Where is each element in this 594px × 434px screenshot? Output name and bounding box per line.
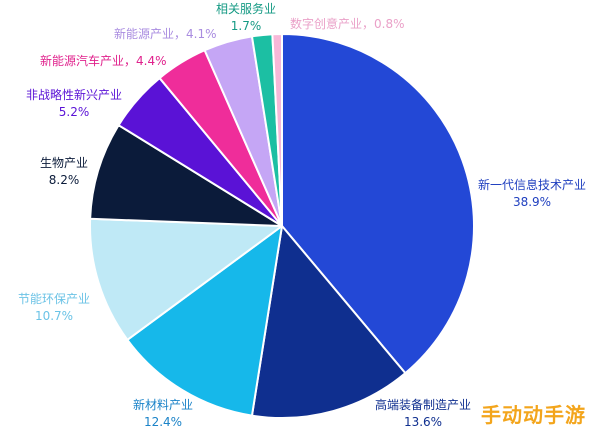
label-non-strategic-value: 5.2% — [58, 105, 90, 119]
label-energy-saving: 节能环保产业 10.7% — [18, 291, 90, 325]
label-digital-creative-name: 数字创意产业 — [290, 17, 363, 31]
label-non-strategic-name: 非战略性新兴产业 — [26, 88, 123, 102]
label-services-name: 相关服务业 — [216, 2, 277, 16]
label-nev-value: 4.4% — [136, 54, 167, 68]
label-info-tech-name: 新一代信息技术产业 — [478, 178, 587, 192]
label-services: 相关服务业 1.7% — [216, 1, 276, 35]
label-info-tech: 新一代信息技术产业 38.9% — [478, 177, 586, 211]
label-equipment-name: 高端装备制造产业 — [375, 398, 472, 412]
pie-slice-equipment — [250, 225, 407, 419]
label-biotech: 生物产业 8.2% — [40, 155, 88, 189]
label-energy-saving-name: 节能环保产业 — [18, 292, 91, 306]
label-digital-creative-value: 0.8% — [374, 17, 405, 31]
label-new-materials-value: 12.4% — [143, 415, 183, 429]
pie-slice-info-tech — [281, 33, 475, 375]
label-nev-sep: ， — [124, 54, 137, 68]
watermark-text: 手动动手游 — [481, 403, 586, 427]
label-non-strategic: 非战略性新兴产业 5.2% — [26, 87, 122, 121]
label-energy-saving-value: 10.7% — [34, 309, 74, 323]
label-new-materials-name: 新材料产业 — [133, 398, 194, 412]
label-new-materials: 新材料产业 12.4% — [133, 397, 193, 431]
label-equipment-value: 13.6% — [403, 415, 443, 429]
pie-slice-digital-creative — [271, 32, 283, 227]
label-biotech-value: 8.2% — [48, 173, 80, 187]
label-info-tech-value: 38.9% — [512, 195, 552, 209]
label-digital-creative-sep: ， — [362, 17, 375, 31]
pie-slice-biotech — [89, 124, 283, 227]
label-nev-name: 新能源汽车产业 — [40, 54, 125, 68]
label-new-energy-name: 新能源产业 — [114, 27, 175, 41]
label-digital-creative: 数字创意产业，0.8% — [290, 16, 405, 33]
label-services-value: 1.7% — [230, 19, 262, 33]
label-equipment: 高端装备制造产业 13.6% — [375, 397, 471, 431]
label-new-energy-value: 4.1% — [186, 27, 217, 41]
pie-slice-energy-saving — [89, 217, 283, 341]
label-biotech-name: 生物产业 — [40, 156, 89, 170]
label-new-energy: 新能源产业，4.1% — [114, 26, 217, 43]
pie-slice-new-materials — [126, 225, 283, 417]
label-nev: 新能源汽车产业，4.4% — [40, 53, 167, 70]
label-new-energy-sep: ， — [174, 27, 187, 41]
